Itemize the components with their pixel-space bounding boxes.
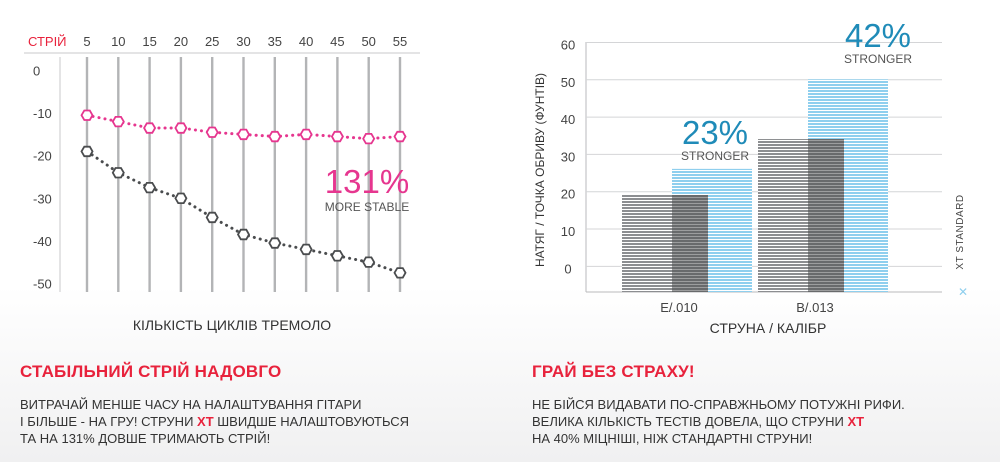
y-tick-label: 60 [561, 37, 575, 52]
right-caption: ГРАЙ БЕЗ СТРАХУ! НЕ БІЙСЯ ВИДАВАТИ ПО-СП… [532, 362, 972, 447]
legend-icon: ✕ [958, 285, 968, 299]
x-tick-label: 55 [393, 34, 407, 49]
y-tick-label: 20 [561, 187, 575, 202]
data-point [80, 109, 94, 121]
data-point [362, 132, 376, 145]
corner-label: СТРІЙ [28, 34, 67, 49]
data-point [111, 116, 125, 128]
y-tick-label: -30 [33, 191, 52, 206]
left-caption-line-2b: ШВИДШЕ НАЛАШТОВУЮТЬСЯ [213, 414, 409, 429]
y-tick-label: -10 [33, 106, 52, 121]
y-tick-label: 0 [564, 261, 571, 276]
data-point [80, 145, 94, 158]
strength-label: STRONGER [844, 52, 912, 66]
data-point [143, 181, 157, 194]
right-caption-line-1: НЕ БІЙСЯ ВИДАВАТИ ПО-СПРАВЖНЬОМУ ПОТУЖНІ… [532, 397, 905, 412]
strength-percent: 42% [845, 17, 911, 54]
tremolo-stability-chart: СТРІЙ 5 10 15 20 25 30 35 40 45 50 55 0 -10 -20 -30 -40 -… [24, 34, 420, 333]
right-caption-text: НЕ БІЙСЯ ВИДАВАТИ ПО-СПРАВЖНЬОМУ ПОТУЖНІ… [532, 396, 972, 447]
data-point [299, 243, 313, 256]
x-tick-label: E/.010 [660, 300, 698, 315]
right-caption-line-3: НА 40% МІЦНІШІ, НІЖ СТАНДАРТНІ СТРУНИ! [532, 431, 813, 446]
left-caption-line-2a: І БІЛЬШЕ - НА ГРУ! СТРУНИ [20, 414, 198, 429]
left-caption: СТАБІЛЬНИЙ СТРІЙ НАДОВГО ВИТРАЧАЙ МЕНШЕ … [20, 362, 460, 447]
x-axis-title: КІЛЬКІСТЬ ЦИКЛІВ ТРЕМОЛО [133, 317, 331, 333]
left-caption-line-1: ВИТРАЧАЙ МЕНШЕ ЧАСУ НА НАЛАШТУВАННЯ ГІТА… [20, 397, 362, 412]
x-tick-label: 45 [330, 34, 344, 49]
x-tick-label: 25 [205, 34, 219, 49]
y-tick-label: 0 [33, 64, 40, 79]
left-caption-brand: XT [197, 414, 214, 429]
bar-overlap [808, 139, 844, 292]
y-tick-label: 30 [561, 149, 575, 164]
x-axis-title: СТРУНА / КАЛІБР [710, 320, 827, 336]
data-point [330, 130, 344, 143]
data-point [330, 250, 344, 262]
data-point [299, 128, 313, 141]
strength-percent: 23% [682, 114, 748, 151]
right-caption-line-2a: ВЕЛИКА КІЛЬКІСТЬ ТЕСТІВ ДОВЕЛА, ЩО СТРУН… [532, 414, 848, 429]
right-caption-brand: XT [847, 414, 865, 429]
x-tick-label: 10 [111, 34, 125, 49]
data-point [205, 126, 219, 138]
strength-label: STRONGER [681, 149, 749, 163]
right-caption-title: ГРАЙ БЕЗ СТРАХУ! [532, 362, 695, 381]
x-tick-label: 20 [174, 34, 188, 49]
y-tick-label: -50 [33, 276, 52, 291]
stability-label: MORE STABLE [325, 200, 409, 214]
legend-label: XT STANDARD [955, 194, 966, 269]
data-point [174, 122, 188, 134]
left-caption-line-3: ТА НА 131% ДОВШЕ ТРИМАЮТЬ СТРІЙ! [20, 431, 271, 446]
stability-percent: 131% [325, 163, 409, 200]
x-tick-label: 50 [361, 34, 375, 49]
left-caption-title: СТАБІЛЬНИЙ СТРІЙ НАДОВГО [20, 362, 282, 381]
x-tick-label: 30 [236, 34, 250, 49]
y-tick-label: -20 [33, 149, 52, 164]
data-point [143, 122, 157, 134]
data-point [205, 211, 219, 224]
data-point [268, 237, 282, 249]
data-point [111, 167, 125, 179]
y-tick-label: -40 [33, 234, 52, 249]
bar-overlap [672, 194, 708, 292]
data-point [236, 128, 251, 141]
data-point [362, 256, 376, 268]
y-tick-label: 50 [561, 75, 575, 90]
data-point [393, 130, 407, 143]
x-tick-label: 40 [299, 34, 313, 49]
data-point [174, 192, 188, 205]
y-axis-title: НАТЯГ / ТОЧКА ОБРИВУ (ФУНТІВ) [533, 73, 547, 267]
x-tick-label: 15 [142, 34, 156, 49]
x-tick-label: 5 [83, 34, 90, 49]
left-caption-text: ВИТРАЧАЙ МЕНШЕ ЧАСУ НА НАЛАШТУВАННЯ ГІТА… [20, 396, 460, 447]
x-tick-label: B/.013 [796, 300, 834, 315]
data-point [268, 130, 282, 143]
y-tick-label: 40 [561, 112, 575, 127]
data-point [393, 267, 407, 279]
x-tick-label: 35 [268, 34, 282, 49]
data-point [236, 228, 251, 241]
y-tick-label: 10 [561, 224, 575, 239]
